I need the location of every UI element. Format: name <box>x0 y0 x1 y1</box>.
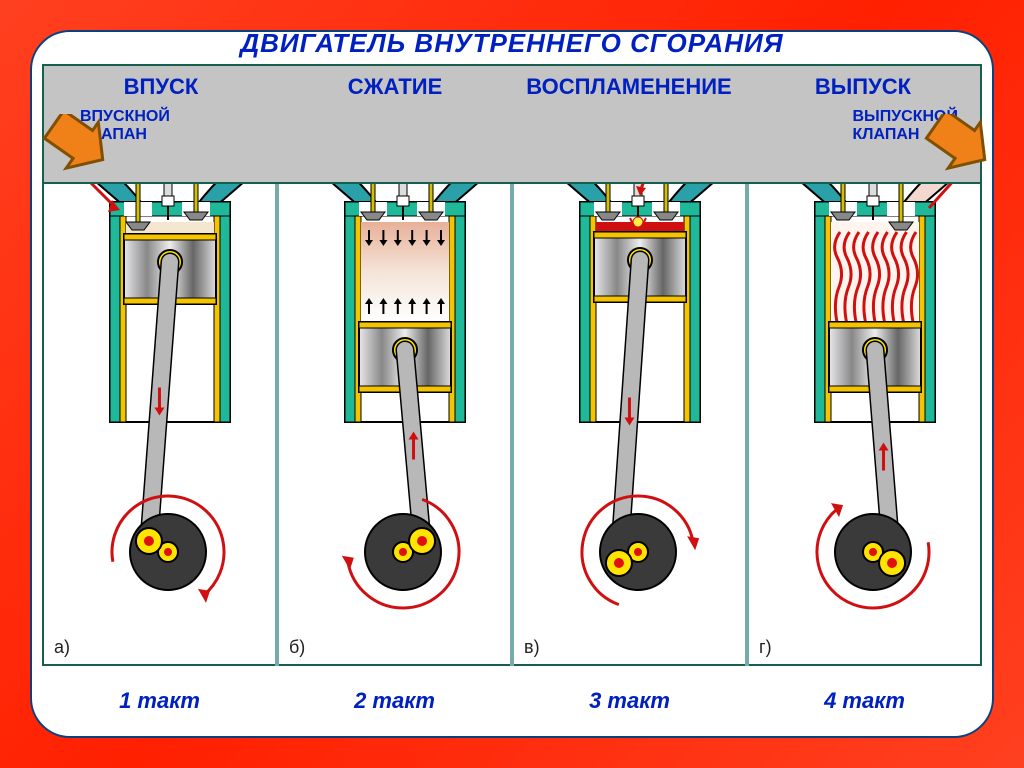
panels-row: а) <box>42 172 982 666</box>
stage-title-3: ВЫПУСК <box>746 74 980 100</box>
panel-0: а) <box>42 172 277 666</box>
bottom-label-3: 4 такт <box>747 688 982 714</box>
stage-title-2: ВОСПЛАМЕНЕНИЕ <box>512 74 746 100</box>
stage-titles-row: ВПУСК СЖАТИЕ ВОСПЛАМЕНЕНИЕ ВЫПУСК <box>44 74 980 100</box>
panel-letter-2: в) <box>524 637 540 658</box>
bottom-label-1: 2 такт <box>277 688 512 714</box>
main-title: ДВИГАТЕЛЬ ВНУТРЕННЕГО СГОРАНИЯ <box>32 30 992 59</box>
panel-2: в) <box>512 172 747 666</box>
header-band: ВПУСК СЖАТИЕ ВОСПЛАМЕНЕНИЕ ВЫПУСК ВПУСКН… <box>42 64 982 184</box>
panel-1: б) <box>277 172 512 666</box>
exhaust-big-arrow-icon <box>924 114 994 194</box>
bottom-label-0: 1 такт <box>42 688 277 714</box>
panel-letter-3: г) <box>759 637 772 658</box>
intake-big-arrow-icon <box>42 114 112 194</box>
stage-title-1: СЖАТИЕ <box>278 74 512 100</box>
panel-letter-1: б) <box>289 637 305 658</box>
stage-title-0: ВПУСК <box>44 74 278 100</box>
bottom-labels-row: 1 такт 2 такт 3 такт 4 такт <box>42 688 982 714</box>
diagram-frame: ДВИГАТЕЛЬ ВНУТРЕННЕГО СГОРАНИЯ ВПУСК СЖА… <box>30 30 994 738</box>
bottom-label-2: 3 такт <box>512 688 747 714</box>
panel-letter-0: а) <box>54 637 70 658</box>
panel-3: г) <box>747 172 982 666</box>
